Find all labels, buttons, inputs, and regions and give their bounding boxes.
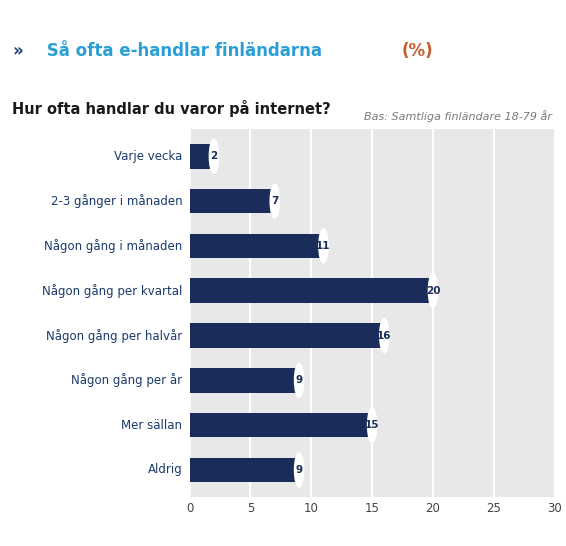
Text: »: » (12, 42, 23, 60)
Text: Varje vecka: Varje vecka (114, 150, 182, 163)
Text: Hur ofta handlar du varor på internet?: Hur ofta handlar du varor på internet? (12, 100, 331, 117)
Bar (190, 368, 299, 393)
Circle shape (294, 453, 304, 487)
Text: Någon gång per halvår: Någon gång per halvår (46, 329, 182, 342)
Text: 9: 9 (295, 465, 303, 475)
Circle shape (270, 184, 280, 218)
Circle shape (319, 229, 328, 263)
Bar (190, 234, 324, 258)
Text: Bas: Samtliga finländare 18-79 år: Bas: Samtliga finländare 18-79 år (364, 110, 552, 122)
Circle shape (294, 363, 304, 397)
Text: (%): (%) (402, 42, 434, 60)
Text: 9: 9 (295, 375, 303, 385)
Text: Aldrig: Aldrig (148, 464, 182, 477)
Circle shape (380, 318, 389, 353)
Bar (190, 278, 433, 303)
Bar (190, 189, 275, 213)
Circle shape (367, 408, 377, 442)
Text: 15: 15 (365, 420, 379, 430)
Bar (190, 144, 214, 169)
Text: Någon gång i månaden: Någon gång i månaden (44, 239, 182, 253)
Text: Någon gång per kvartal: Någon gång per kvartal (42, 284, 182, 298)
Bar (190, 323, 384, 348)
Text: Mer sällan: Mer sällan (121, 419, 182, 432)
Text: 2: 2 (211, 151, 217, 161)
Text: Så ofta e-handlar finländarna: Så ofta e-handlar finländarna (41, 42, 328, 60)
Text: 20: 20 (426, 286, 440, 296)
Bar (190, 458, 299, 482)
Text: 11: 11 (316, 241, 331, 251)
Text: 2-3 gånger i månaden: 2-3 gånger i månaden (51, 194, 182, 208)
Circle shape (209, 139, 218, 173)
Text: 7: 7 (271, 196, 278, 206)
Bar (190, 413, 372, 437)
Text: 16: 16 (377, 330, 392, 341)
Text: Någon gång per år: Någon gång per år (71, 373, 182, 387)
Circle shape (428, 274, 438, 308)
